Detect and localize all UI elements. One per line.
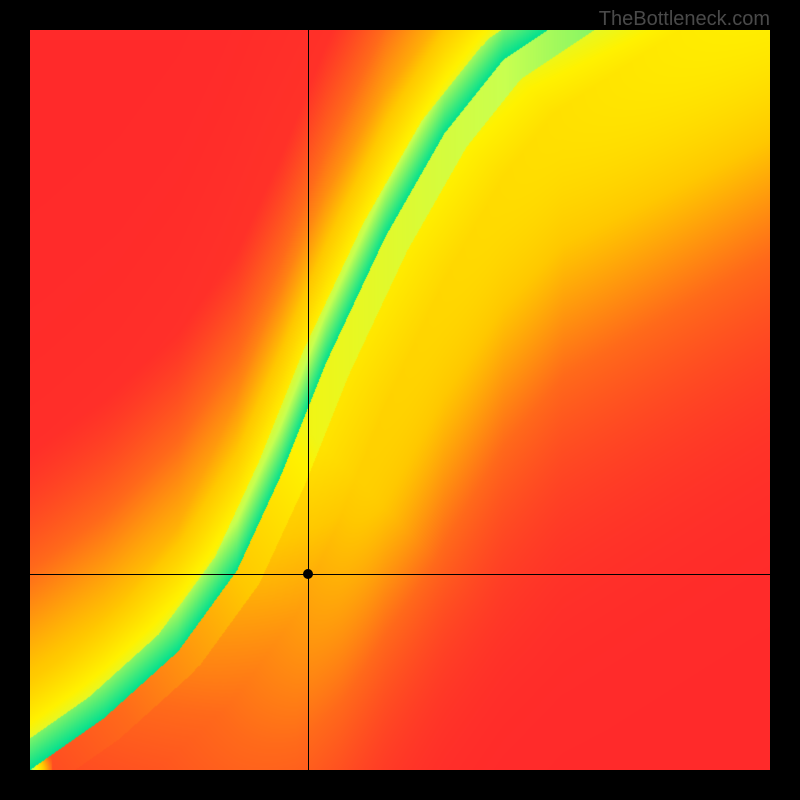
crosshair-marker [303, 569, 313, 579]
heatmap-canvas [30, 30, 770, 770]
crosshair-horizontal [30, 574, 770, 575]
heatmap-plot [30, 30, 770, 770]
watermark-text: TheBottleneck.com [599, 8, 770, 31]
crosshair-vertical [308, 30, 309, 770]
